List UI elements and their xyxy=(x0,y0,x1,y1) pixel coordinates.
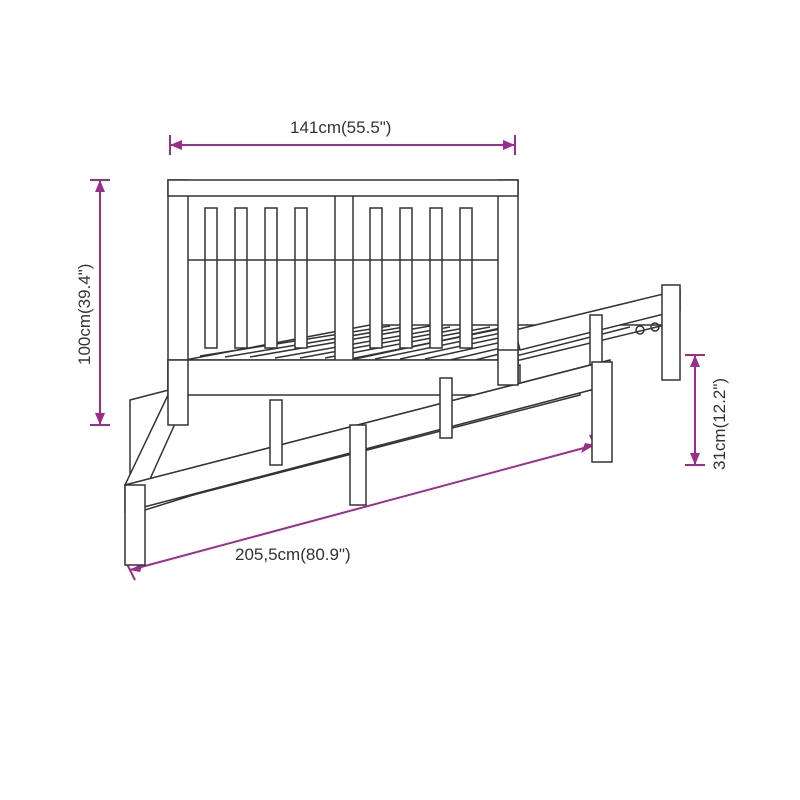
front-mid-leg xyxy=(350,425,366,505)
center-leg-2 xyxy=(440,378,452,438)
leg-height-label: 31cm(12.2") xyxy=(710,378,730,470)
bed-frame-drawing xyxy=(125,180,680,565)
dimension-leg-height xyxy=(685,355,705,465)
front-right-leg xyxy=(592,362,612,462)
height-label: 100cm(39.4") xyxy=(75,264,95,365)
headboard-right-leg xyxy=(498,350,518,385)
length-label: 205,5cm(80.9") xyxy=(235,545,351,565)
width-label: 141cm(55.5") xyxy=(290,118,391,138)
bed-dimension-diagram xyxy=(0,0,800,800)
front-left-leg xyxy=(125,485,145,565)
center-leg-1 xyxy=(270,400,282,465)
headboard-base-rail xyxy=(168,360,518,395)
diagram-svg xyxy=(0,0,800,800)
dimension-width xyxy=(170,135,515,155)
headboard-left-leg xyxy=(168,360,188,425)
